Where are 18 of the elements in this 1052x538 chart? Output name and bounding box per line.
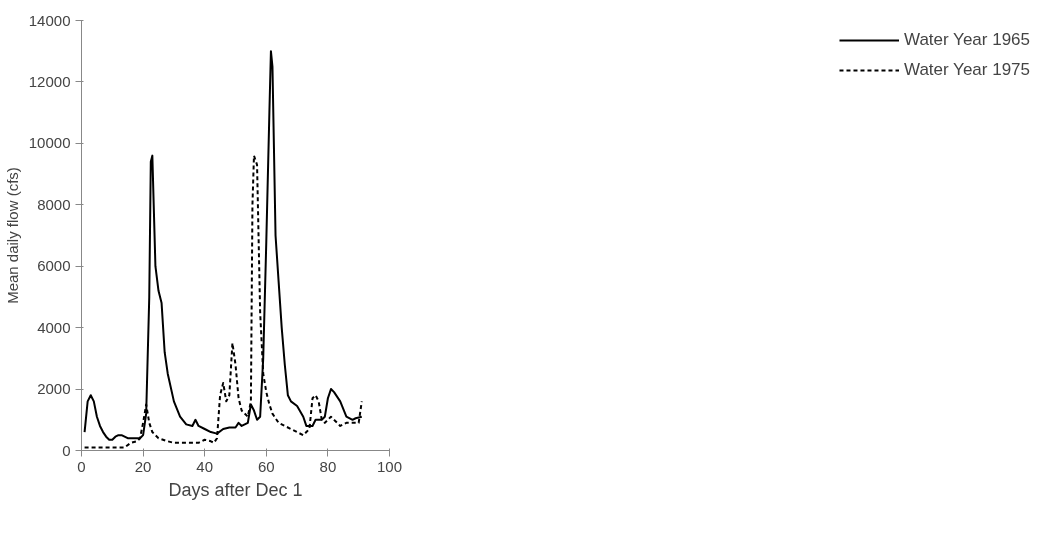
y-tick-label: 2000 <box>37 380 71 398</box>
y-tick-label: 0 <box>62 441 71 459</box>
x-tick-label: 60 <box>257 457 275 475</box>
legend-label: Water Year 1975 <box>903 60 1030 80</box>
y-tick-label: 4000 <box>37 318 71 336</box>
legend-label: Water Year 1965 <box>903 30 1030 50</box>
y-tick-label: 10000 <box>28 134 71 152</box>
y-tick-label: 12000 <box>28 72 71 90</box>
x-tick-label: 20 <box>134 457 152 475</box>
y-axis-title: Mean daily flow (cfs) <box>3 167 21 304</box>
x-tick-label: 100 <box>376 457 403 475</box>
y-tick-label: 14000 <box>28 11 71 29</box>
y-tick-label: 8000 <box>37 195 71 213</box>
x-tick-label: 80 <box>319 457 337 475</box>
x-tick-label: 40 <box>196 457 214 475</box>
y-tick-label: 6000 <box>37 257 71 275</box>
x-axis-title: Days after Dec 1 <box>168 479 303 500</box>
x-tick-label: 0 <box>77 457 86 475</box>
